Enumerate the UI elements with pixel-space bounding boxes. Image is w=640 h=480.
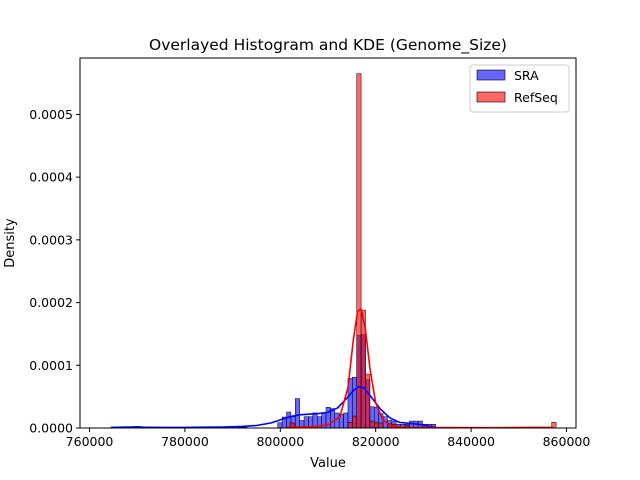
x-axis-title: Value xyxy=(310,456,346,471)
x-tick-label: 860000 xyxy=(543,434,591,449)
legend-label-sra: SRA xyxy=(514,68,539,83)
x-tick-label: 800000 xyxy=(256,434,304,449)
legend: SRA RefSeq xyxy=(469,64,570,113)
y-tick-label: 0.0004 xyxy=(29,170,73,185)
axes-frame xyxy=(79,57,577,429)
bar-refseq-7 xyxy=(374,422,379,429)
bar-refseq-6 xyxy=(369,420,375,429)
y-tick-label: 0.0000 xyxy=(29,421,73,436)
plot-area xyxy=(79,57,577,429)
bar-refseq-8 xyxy=(378,422,384,429)
bar-sra-19 xyxy=(295,398,300,429)
x-axis: 760000 780000 800000 820000 840000 860000 xyxy=(66,428,591,449)
chart-title: Overlayed Histogram and KDE (Genome_Size… xyxy=(149,36,507,55)
kde-line-sra xyxy=(110,385,436,429)
legend-swatch-refseq xyxy=(476,91,506,103)
bar-refseq-2 xyxy=(352,415,357,429)
y-tick-label: 0.0005 xyxy=(29,107,73,122)
bar-sra-15 xyxy=(277,422,283,429)
bar-refseq-3 xyxy=(356,73,362,429)
y-tick-label: 0.0001 xyxy=(29,358,73,373)
bar-sra-30 xyxy=(343,412,349,429)
x-tick-label: 820000 xyxy=(352,434,400,449)
y-axis-title: Density xyxy=(3,218,18,268)
x-tick-label: 780000 xyxy=(161,434,209,449)
bar-refseq-1 xyxy=(347,422,353,429)
legend-swatch-sra xyxy=(476,69,506,81)
y-axis: 0.0000 0.0001 0.0002 0.0003 0.0004 0.0005 xyxy=(29,107,80,436)
x-tick-label: 840000 xyxy=(447,434,495,449)
y-tick-label: 0.0003 xyxy=(29,232,73,247)
x-tick-label: 760000 xyxy=(66,434,114,449)
y-tick-label: 0.0002 xyxy=(29,295,73,310)
legend-label-refseq: RefSeq xyxy=(514,90,558,105)
bar-refseq-5 xyxy=(365,373,371,429)
